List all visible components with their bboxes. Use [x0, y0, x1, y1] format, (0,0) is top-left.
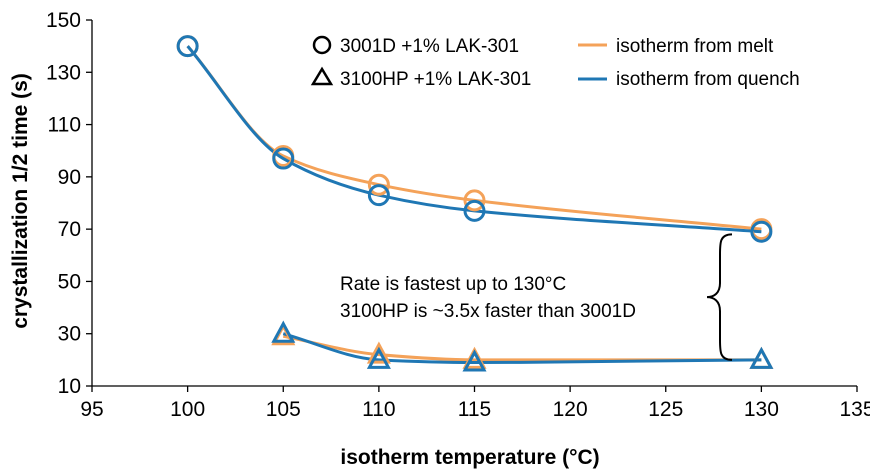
- x-tick-label: 115: [458, 398, 491, 421]
- legend-triangle-icon: [310, 66, 334, 86]
- legend-label-quench: isotherm from quench: [616, 69, 800, 90]
- legend-label-3001d: 3001D +1% LAK-301: [340, 36, 519, 57]
- x-tick-label: 125: [648, 398, 683, 421]
- annotation-line-1: Rate is fastest up to 130°C: [340, 274, 566, 295]
- series-markers: [176, 35, 774, 372]
- data-point-triangle: [462, 349, 487, 372]
- data-point-triangle: [366, 341, 391, 364]
- series-line-isotherm-from-quench-circle: [186, 45, 762, 234]
- series-line-isotherm-from-quench-triangle: [282, 332, 762, 364]
- data-point-triangle: [749, 346, 774, 369]
- x-tick-label: 130: [744, 398, 779, 421]
- y-tick-label: 150: [46, 9, 81, 32]
- data-point-circle: [176, 35, 199, 58]
- annotation-brace: [706, 233, 733, 361]
- annotation-line-2: 3100HP is ~3.5x faster than 3001D: [340, 301, 636, 322]
- data-point-triangle: [271, 320, 296, 343]
- data-point-circle: [463, 199, 486, 222]
- x-tick-label: 105: [266, 398, 301, 421]
- axes: 10 30 50 70 90 110 130 150 95 100 105 110 115 120 125 1…: [46, 9, 870, 421]
- x-tick-label: 100: [170, 398, 205, 421]
- x-tick-label: 95: [80, 398, 103, 421]
- x-tick-label: 135: [839, 398, 870, 421]
- annotation: Rate is fastest up to 130°C 3100HP is ~3.…: [340, 233, 733, 361]
- data-point-circle: [272, 147, 295, 170]
- legend-label-3100hp: 3100HP +1% LAK-301: [340, 69, 531, 90]
- legend: 3001D +1% LAK-301 3100HP +1% LAK-301 isoth…: [310, 35, 800, 90]
- data-point-triangle: [366, 346, 391, 369]
- y-axis-title: crystallization 1/2 time (s): [9, 73, 32, 329]
- y-tick-label: 30: [58, 323, 81, 346]
- legend-circle-icon: [312, 35, 332, 55]
- x-tick-label: 120: [553, 398, 588, 421]
- y-tick-label: 10: [58, 375, 81, 398]
- data-point-circle: [367, 184, 390, 207]
- x-axis-title: isotherm temperature (°C): [340, 446, 599, 469]
- x-tick-label: 110: [362, 398, 395, 421]
- y-tick-label: 50: [58, 270, 81, 293]
- legend-label-melt: isotherm from melt: [616, 36, 774, 57]
- data-point-circle: [750, 220, 773, 243]
- y-tick-label: 70: [58, 218, 81, 241]
- y-tick-label: 110: [48, 114, 81, 137]
- data-point-circle: [463, 189, 486, 212]
- data-point-circle: [367, 173, 390, 196]
- y-tick-label: 130: [46, 61, 81, 84]
- y-tick-label: 90: [58, 166, 81, 189]
